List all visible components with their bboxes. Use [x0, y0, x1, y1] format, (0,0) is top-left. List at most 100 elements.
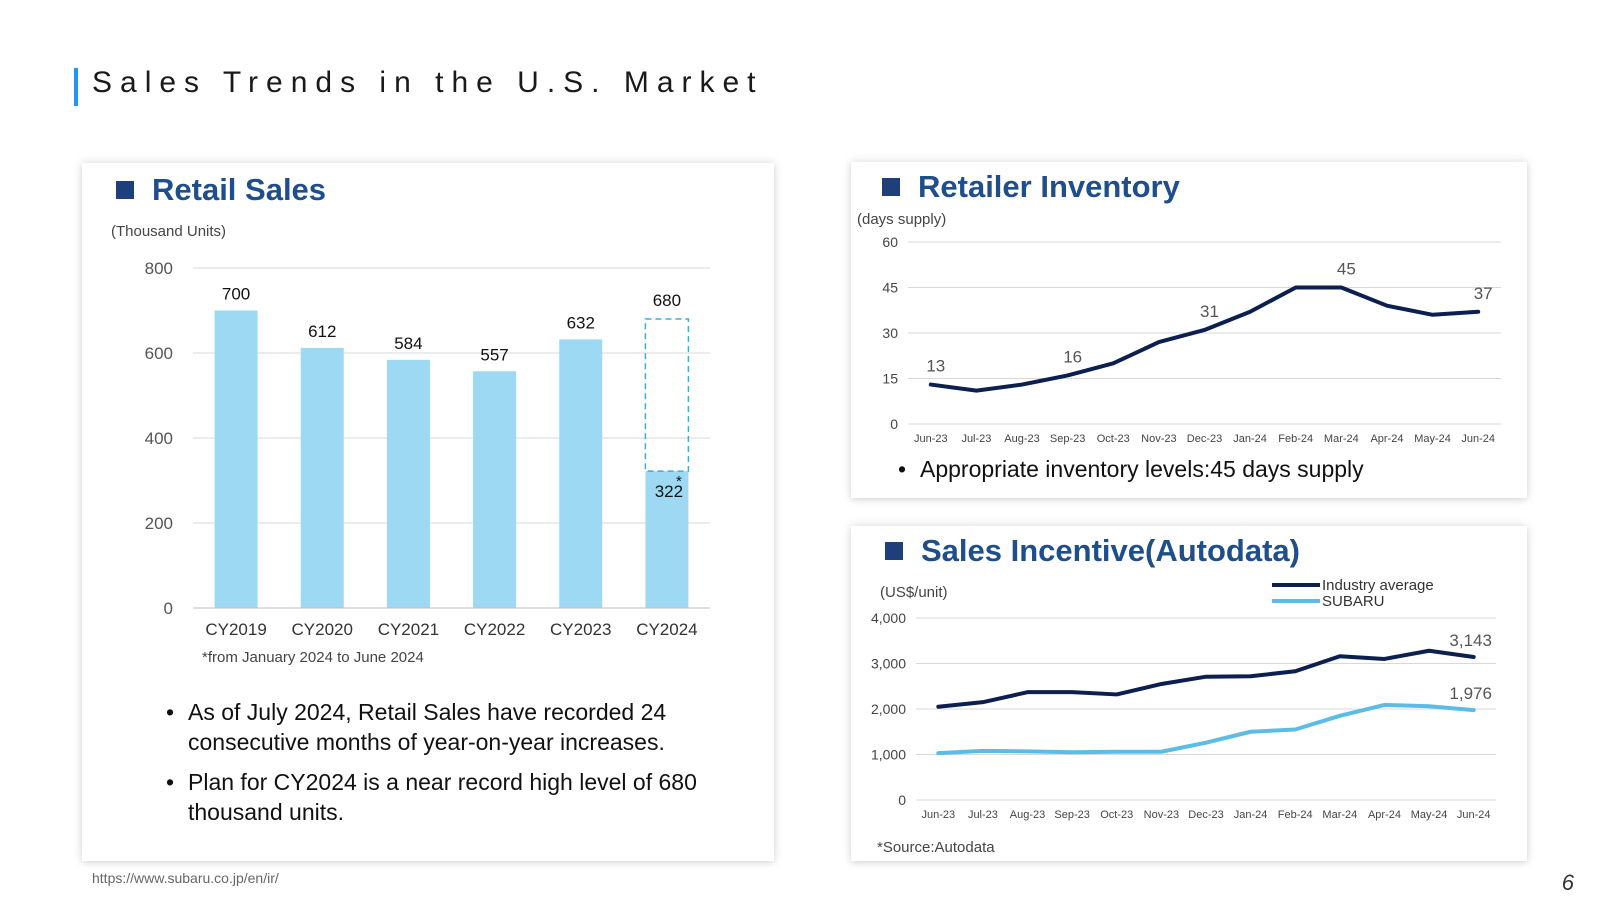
inventory-bullet-sep: :	[1203, 456, 1211, 482]
y-tick-label: 200	[145, 514, 173, 533]
data-label: 3,143	[1449, 631, 1492, 650]
sales-incentive-chart: 0 1,000 2,000 3,000 4,000 Jun-23 Jul-23 Aug-23 S…	[871, 610, 1496, 821]
x-tick-label: Sep-23	[1054, 809, 1089, 821]
y-tick-label: 30	[882, 325, 898, 341]
x-tick-label: Feb-24	[1278, 433, 1313, 445]
x-tick-label: Jun-23	[921, 809, 955, 821]
retailer-inventory-unit: (days supply)	[857, 211, 947, 228]
sales-incentive-panel	[851, 526, 1527, 861]
title-square-icon	[116, 181, 134, 199]
legend-item: Industry average	[1272, 576, 1434, 594]
x-tick-label: Feb-24	[1278, 809, 1313, 821]
bar	[559, 339, 603, 608]
data-label: 612	[308, 322, 336, 341]
x-tick-label: Jun-24	[1457, 809, 1491, 821]
x-tick-label: CY2021	[378, 620, 439, 639]
x-tick-label: Jan-24	[1233, 433, 1267, 445]
data-label: 584	[394, 334, 422, 353]
title-square-icon	[885, 542, 903, 560]
x-tick-label: Nov-23	[1144, 809, 1179, 821]
x-tick-label: Oct-23	[1097, 433, 1130, 445]
y-tick-label: 400	[145, 429, 173, 448]
series-line	[936, 702, 1476, 756]
data-label: 632	[567, 313, 595, 332]
x-tick-label: Dec-23	[1188, 809, 1223, 821]
x-tick-label: CY2019	[205, 620, 266, 639]
x-tick-label: Nov-23	[1141, 433, 1176, 445]
y-tick-label: 45	[882, 280, 898, 296]
x-tick-label: May-24	[1411, 809, 1448, 821]
data-label: 1,976	[1449, 684, 1492, 703]
incentive-source: *Source:Autodata	[877, 839, 995, 856]
retail-sales-title-text: Retail Sales	[152, 172, 327, 207]
inventory-bullet-label: Appropriate inventory levels	[920, 456, 1204, 482]
legend-item: SUBARU	[1272, 593, 1434, 610]
legend-label-industry: Industry average	[1322, 576, 1434, 594]
retailer-inventory-title: Retailer Inventory	[882, 169, 1180, 205]
retail-sales-chart: 0 200 400 600 800 CY2019 700 CY2020 612 CY2021 584…	[145, 259, 710, 639]
retailer-inventory-chart: 0 15 30 45 60 Jun-23 Jul-23 Aug-23 Sep-23 Oct-23 N…	[882, 234, 1501, 445]
series-line	[928, 285, 1481, 393]
x-tick-label: Jul-23	[961, 433, 991, 445]
sales-incentive-unit: (US$/unit)	[880, 584, 948, 601]
bar	[214, 310, 258, 608]
inventory-bullet: • Appropriate inventory levels:45 days s…	[898, 456, 1364, 483]
y-tick-label: 2,000	[871, 701, 906, 717]
plan-data-label: 680	[653, 291, 681, 310]
y-tick-label: 0	[164, 599, 173, 618]
data-label: 700	[222, 285, 250, 304]
x-tick-label: Apr-24	[1370, 433, 1403, 445]
data-label: 13	[926, 357, 945, 376]
x-tick-label: Dec-23	[1187, 433, 1222, 445]
y-tick-label: 1,000	[871, 747, 906, 763]
sales-incentive-title-text: Sales Incentive(Autodata)	[921, 533, 1300, 568]
y-tick-label: 4,000	[871, 610, 906, 626]
retail-sales-bullets: As of July 2024, Retail Sales have recor…	[166, 697, 726, 837]
title-square-icon	[882, 178, 900, 196]
bullet-dot: •	[898, 456, 907, 482]
data-label: 16	[1063, 347, 1082, 366]
data-label: 45	[1337, 260, 1356, 279]
footer-url[interactable]: https://www.subaru.co.jp/en/ir/	[92, 870, 279, 886]
retailer-inventory-title-text: Retailer Inventory	[918, 169, 1180, 204]
x-tick-label: Aug-23	[1010, 809, 1045, 821]
bar	[300, 347, 344, 608]
data-label: 37	[1474, 284, 1493, 303]
retail-sales-unit: (Thousand Units)	[111, 223, 227, 240]
y-tick-label: 0	[890, 416, 898, 432]
bar	[645, 471, 689, 608]
legend-swatch-industry	[1272, 583, 1320, 587]
retailer-inventory-panel	[851, 162, 1527, 498]
x-tick-label: CY2024	[636, 620, 697, 639]
x-tick-label: CY2023	[550, 620, 611, 639]
plan-bar-outline	[644, 318, 690, 472]
x-tick-label: Apr-24	[1368, 809, 1401, 821]
legend-swatch-subaru	[1272, 599, 1320, 603]
y-tick-label: 3,000	[871, 656, 906, 672]
x-tick-label: Jan-24	[1234, 809, 1268, 821]
y-tick-label: 15	[882, 371, 898, 387]
y-tick-label: 600	[145, 344, 173, 363]
y-tick-label: 800	[145, 259, 173, 278]
sales-incentive-title: Sales Incentive(Autodata)	[885, 533, 1300, 569]
x-tick-label: Mar-24	[1324, 433, 1359, 445]
page-number: 6	[1561, 870, 1574, 895]
x-tick-label: Oct-23	[1100, 809, 1133, 821]
x-tick-label: CY2022	[464, 620, 525, 639]
data-label: 322	[655, 482, 683, 501]
x-tick-label: Aug-23	[1004, 433, 1039, 445]
plan-footnote-marker: *	[676, 473, 682, 490]
retail-sales-title: Retail Sales	[116, 172, 326, 208]
x-tick-label: Jul-23	[968, 809, 998, 821]
x-tick-label: Jun-23	[914, 433, 948, 445]
retail-bullet: As of July 2024, Retail Sales have recor…	[166, 697, 726, 757]
page-title: Sales Trends in the U.S. Market	[92, 66, 764, 99]
bar	[473, 371, 517, 608]
y-tick-label: 60	[882, 234, 898, 250]
x-tick-label: CY2020	[292, 620, 353, 639]
x-tick-label: Sep-23	[1050, 433, 1085, 445]
bar	[386, 359, 430, 608]
data-label: 557	[480, 345, 508, 364]
retail-sales-footnote: *from January 2024 to June 2024	[202, 649, 424, 666]
inventory-bullet-value: 45 days supply	[1210, 456, 1364, 482]
